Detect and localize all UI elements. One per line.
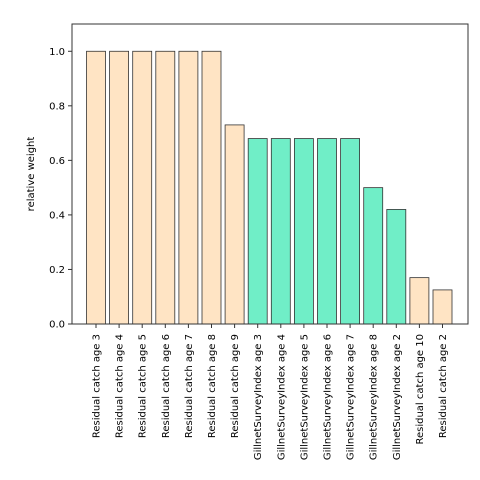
bar-6 xyxy=(201,50,222,325)
y-tick-label-5: 0.8 xyxy=(49,101,65,112)
bar-2 xyxy=(109,50,129,325)
bar-11 xyxy=(317,138,337,325)
x-tick-label-8: GillnetSurveyIndex age 3 xyxy=(253,334,264,460)
bar-7 xyxy=(224,124,245,325)
x-tick-label-14: GillnetSurveyIndex age 2 xyxy=(392,334,403,460)
x-tick-label-6: Residual catch age 8 xyxy=(207,334,218,438)
x-tick-label-10: GillnetSurveyIndex age 5 xyxy=(299,334,310,460)
y-tick-label-6: 1.0 xyxy=(49,47,65,58)
plot-frame xyxy=(71,23,469,325)
x-tick-label-7: Residual catch age 9 xyxy=(230,334,241,438)
x-tick-label-12: GillnetSurveyIndex age 7 xyxy=(346,334,357,460)
x-tick-label-9: GillnetSurveyIndex age 4 xyxy=(276,334,287,460)
bar-12 xyxy=(340,138,361,325)
bar-8 xyxy=(247,138,268,325)
bar-9 xyxy=(270,138,291,325)
bar-5 xyxy=(178,50,199,325)
x-axis: Residual catch age 3 Residual catch age 4… xyxy=(92,324,449,460)
x-tick-label-3: Residual catch age 5 xyxy=(138,334,149,438)
x-tick-label-5: Residual catch age 7 xyxy=(184,334,195,438)
x-tick-label-2: Residual catch age 4 xyxy=(115,334,126,438)
bar-3 xyxy=(132,50,153,325)
y-axis: 0.0 0.2 0.4 0.6 0.8 1.0 xyxy=(49,47,72,331)
y-axis-label: relative weight xyxy=(26,137,37,212)
bars-group xyxy=(86,50,453,325)
y-tick-label-1: 0.0 xyxy=(49,320,65,331)
bar-1 xyxy=(86,50,106,325)
bar-4 xyxy=(155,50,176,325)
x-tick-label-13: GillnetSurveyIndex age 8 xyxy=(369,334,380,460)
x-tick-label-15: Residual catch age 10 xyxy=(415,334,426,445)
bar-16 xyxy=(432,289,453,325)
bar-14 xyxy=(386,209,407,325)
x-tick-label-11: GillnetSurveyIndex age 6 xyxy=(323,334,334,460)
x-tick-label-1: Residual catch age 3 xyxy=(92,334,103,438)
y-tick-label-2: 0.2 xyxy=(49,265,65,276)
bar-10 xyxy=(293,138,314,325)
bar-13 xyxy=(363,187,384,325)
x-tick-label-16: Residual catch age 2 xyxy=(438,334,449,438)
x-tick-label-4: Residual catch age 6 xyxy=(161,334,172,438)
y-tick-label-3: 0.4 xyxy=(49,210,65,221)
bar-15 xyxy=(409,277,430,325)
y-tick-label-4: 0.6 xyxy=(49,156,65,167)
